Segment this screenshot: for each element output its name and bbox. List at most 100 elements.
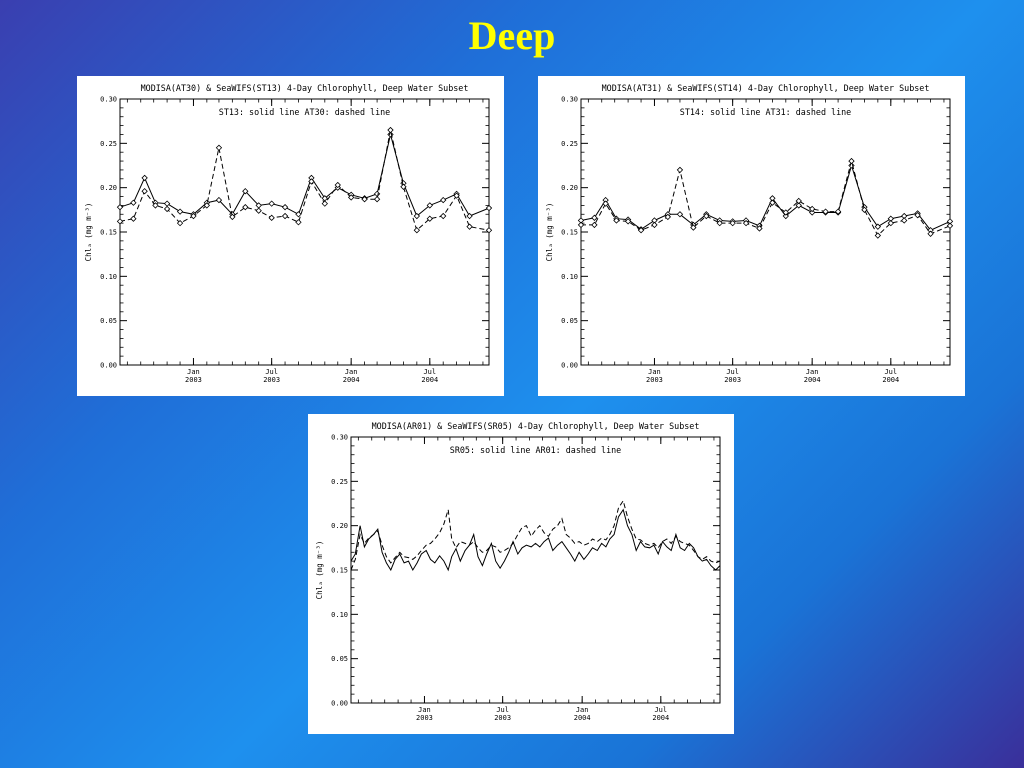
x-tick-label: 2003 [263,376,280,384]
y-tick-label: 0.00 [331,700,348,708]
series-line-at30 [119,129,490,232]
x-tick-label: 2004 [804,376,821,384]
y-tick-label: 0.15 [331,567,348,575]
x-tick-label: Jul [654,706,667,714]
data-point-st14 [591,214,598,221]
data-point-at31 [861,206,868,213]
y-tick-label: 0.00 [100,362,117,370]
data-point-at31 [901,217,908,224]
x-tick-label: 2003 [185,376,202,384]
data-point-at31 [690,224,697,231]
data-point-st13 [268,200,275,207]
data-point-at30 [141,188,148,195]
data-point-st13 [281,204,289,211]
data-point-at30 [163,205,171,213]
data-point-st14 [808,209,816,216]
data-point-at31 [848,157,855,165]
data-point-at31 [664,213,672,221]
data-point-at31 [729,219,736,227]
data-point-at31 [946,222,954,229]
data-point-st13 [163,200,171,207]
data-point-at30 [426,215,433,222]
series-annotation: ST14: solid line AT31: dashed line [680,107,851,117]
data-point-at30 [281,212,289,220]
data-point-st13 [130,199,137,206]
data-point-st14 [848,162,855,169]
x-tick-label: Jul [423,368,436,376]
x-tick-label: 2004 [652,714,669,722]
series-line-sr05 [350,508,721,572]
data-point-at31 [795,197,802,205]
data-point-at31 [834,208,842,215]
x-tick-label: Jul [726,368,739,376]
y-tick-label: 0.25 [561,140,578,148]
y-tick-label: 0.05 [331,655,348,663]
data-point-st13 [485,204,493,212]
x-tick-label: 2003 [416,714,433,722]
data-point-at31 [914,211,921,219]
data-point-st14 [782,212,789,220]
data-point-at30 [229,213,236,221]
y-tick-label: 0.05 [561,317,578,325]
y-axis-label: Chlₐ (mg m⁻³) [84,203,93,262]
data-point-at30 [295,219,302,226]
chart-panel-at31-st14: MODISA(AT31) & SeaWIFS(ST14) 4-Day Chlor… [538,76,965,396]
chart-at30-st13: MODISA(AT30) & SeaWIFS(ST13) 4-Day Chlor… [84,83,493,384]
data-point-at31 [782,209,789,216]
y-tick-label: 0.20 [331,522,348,530]
data-point-at31 [624,218,632,225]
y-tick-label: 0.30 [561,96,578,104]
data-point-at30 [190,212,197,220]
y-tick-label: 0.15 [561,229,578,237]
data-point-at30 [453,192,460,199]
x-tick-label: 2004 [882,376,899,384]
y-tick-label: 0.15 [100,229,117,237]
data-point-st13 [295,211,302,218]
y-tick-label: 0.20 [100,184,117,192]
plot-frame [119,98,490,366]
data-point-st13 [413,212,421,220]
data-point-at31 [742,219,750,227]
data-point-at31 [756,225,763,232]
data-point-at31 [602,200,609,207]
y-tick-label: 0.20 [561,184,578,192]
y-tick-label: 0.25 [100,140,117,148]
data-point-at31 [676,166,684,174]
data-point-st13 [373,190,381,198]
data-point-at31 [822,208,829,215]
x-tick-label: 2004 [574,714,591,722]
y-axis-label: Chlₐ (mg m⁻³) [315,541,324,600]
series-annotation: SR05: solid line AR01: dashed line [450,445,621,455]
data-point-at31 [927,230,934,237]
data-point-st13 [426,202,433,209]
plot-frame [580,98,951,366]
y-tick-label: 0.10 [561,273,578,281]
data-point-at30 [387,126,394,134]
data-point-at31 [637,227,645,234]
x-tick-label: Jul [884,368,897,376]
series-line-at31 [581,159,951,237]
chart-title: MODISA(AT30) & SeaWIFS(ST13) 4-Day Chlor… [141,83,469,93]
data-point-st13 [215,196,223,204]
data-point-at30 [334,181,341,189]
data-point-at30 [347,194,355,201]
data-point-at30 [413,227,421,234]
series-line-st14 [580,163,951,231]
data-point-st13 [466,212,473,220]
data-point-at30 [440,212,447,220]
data-point-at31 [808,205,816,213]
y-axis-label: Chlₐ (mg m⁻³) [545,203,554,262]
data-point-at30 [373,196,381,203]
data-point-at30 [485,227,493,234]
data-point-at30 [242,204,249,211]
data-point-at31 [703,212,710,220]
y-tick-label: 0.05 [100,317,117,325]
plot-frame [350,436,721,704]
data-point-st13 [176,208,184,215]
y-tick-label: 0.00 [561,362,578,370]
y-tick-label: 0.10 [331,611,348,619]
series-annotation: ST13: solid line AT30: dashed line [219,107,390,117]
x-tick-label: 2004 [343,376,360,384]
data-point-at30 [152,202,159,209]
data-point-at31 [887,219,894,227]
